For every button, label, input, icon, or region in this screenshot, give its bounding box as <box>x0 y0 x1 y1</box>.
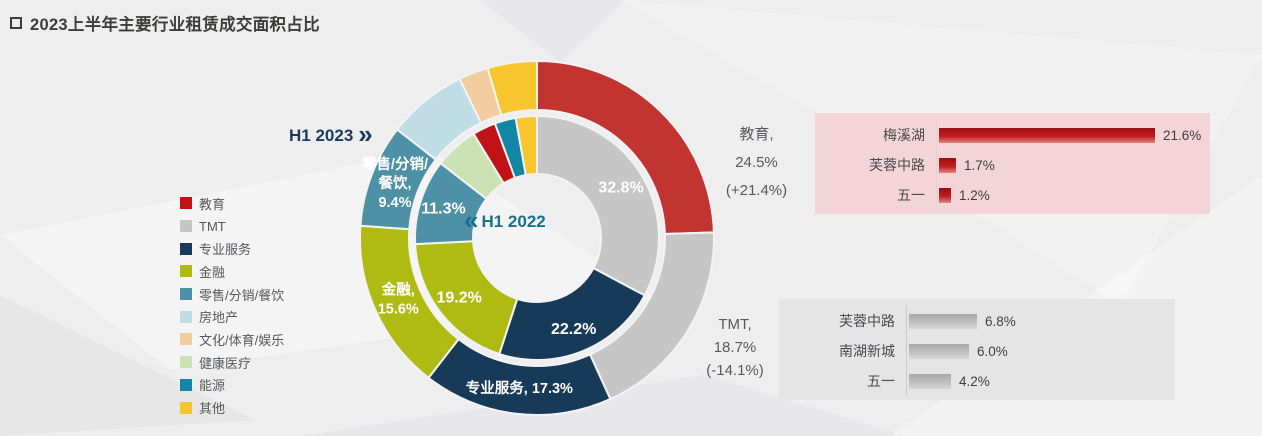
bar-row: 芙蓉中路 1.7% <box>815 150 1210 180</box>
legend-item: 其他 <box>180 396 284 419</box>
bar-value: 6.0% <box>977 343 1008 359</box>
legend-swatch <box>180 288 192 301</box>
bar-value: 6.8% <box>985 313 1016 329</box>
h1-2023-tag: H1 2023 » <box>289 119 373 149</box>
legend-item: 教育 <box>180 192 284 215</box>
bar-category-label: 芙蓉中路 <box>869 157 925 173</box>
bar <box>939 157 956 173</box>
donut-slice-H12022-专业服务 <box>498 266 646 361</box>
bar <box>909 343 969 359</box>
legend-label: 零售/分销/餐饮 <box>199 287 285 303</box>
slice-label-金融: 金融, 15.6% <box>378 281 419 318</box>
bar-track: 6.8% <box>906 306 1175 336</box>
legend-swatch <box>180 378 192 391</box>
legend-item: 房地产 <box>180 305 284 328</box>
bar-row: 五一 1.2% <box>815 180 1210 210</box>
bar-category-label: 芙蓉中路 <box>839 313 895 329</box>
legend-label: 金融 <box>199 264 226 280</box>
title-square-icon <box>10 17 22 29</box>
legend-label: 教育 <box>199 196 226 212</box>
legend-swatch <box>180 333 192 346</box>
legend-swatch <box>180 265 192 278</box>
legend-label: 房地产 <box>199 310 239 326</box>
donut-chart: 专业服务, 17.3% 金融, 15.6% 零售/分销/餐饮, 9.4% 32.8% 22.… <box>359 59 715 416</box>
bar-category-label: 梅溪湖 <box>883 127 925 143</box>
callout-line: 教育, <box>739 126 774 143</box>
education-submarket-panel: 梅溪湖 21.6% 芙蓉中路 1.7% 五一 1.2% <box>815 113 1210 214</box>
bar-track: 4.2% <box>906 366 1175 396</box>
legend-label: TMT <box>199 218 226 234</box>
callout-line: 18.7% <box>713 339 757 356</box>
bar-category-label: 五一 <box>897 187 925 203</box>
legend-item: 专业服务 <box>180 237 284 260</box>
legend-swatch <box>180 197 192 210</box>
bar-category-label: 五一 <box>867 373 895 389</box>
bar-track: 1.7% <box>936 150 1210 180</box>
legend: 教育 TMT 专业服务金融零售/分销/餐饮 房地产文化/体育/娱乐 健康医疗能源其他 <box>180 192 284 419</box>
tmt-submarket-panel: 芙蓉中路 6.8% 南湖新城 6.0% 五一 4.2% <box>779 299 1175 400</box>
donut-slice-H12022-其他 <box>514 114 538 177</box>
h1-2023-label: H1 2023 <box>289 126 354 145</box>
bar <box>909 373 951 389</box>
slice-label-零售/分销/餐饮: 11.3% <box>421 200 465 217</box>
h1-2022-tag: « H1 2022 <box>464 205 546 235</box>
legend-item: 金融 <box>180 260 284 283</box>
bar-track: 6.0% <box>906 336 1175 366</box>
legend-swatch <box>180 220 192 233</box>
donut-slice-H12023-其他 <box>486 59 538 117</box>
bar-value: 1.7% <box>964 157 995 173</box>
legend-item: 健康医疗 <box>180 351 284 374</box>
legend-swatch <box>180 401 192 414</box>
h1-2022-label: H1 2022 <box>481 212 546 231</box>
callout-line: (-14.1%) <box>706 362 764 379</box>
bar-value: 21.6% <box>1163 127 1202 143</box>
callout-line: TMT, <box>718 316 752 333</box>
slice-label-金融: 19.2% <box>437 289 482 306</box>
legend-item: 能源 <box>180 374 284 397</box>
page-title: 2023上半年主要行业租赁成交面积占比 <box>30 16 320 34</box>
slice-label-专业服务: 22.2% <box>551 320 596 337</box>
legend-label: 能源 <box>199 378 226 394</box>
bar-value: 1.2% <box>959 187 990 203</box>
bar <box>939 127 1155 143</box>
double-chevron-right-icon: » <box>358 119 373 149</box>
bar-row: 南湖新城 6.0% <box>779 336 1175 366</box>
slice-label-零售/分销/餐饮: 零售/分销/餐饮, 9.4% <box>361 155 428 211</box>
legend-item: TMT <box>180 215 284 238</box>
bar-row: 芙蓉中路 6.8% <box>779 306 1175 336</box>
bar-track: 1.2% <box>936 180 1210 210</box>
legend-swatch <box>180 310 192 323</box>
bar-row: 五一 4.2% <box>779 366 1175 396</box>
bar-track: 21.6% <box>936 120 1210 150</box>
bar <box>939 187 951 203</box>
slice-label-TMT: 32.8% <box>598 179 643 196</box>
legend-label: 文化/体育/娱乐 <box>199 332 285 348</box>
legend-item: 文化/体育/娱乐 <box>180 328 284 351</box>
bar <box>909 313 977 329</box>
chart-title-bar: 2023上半年主要行业租赁成交面积占比 <box>10 11 320 35</box>
bar-row: 梅溪湖 21.6% <box>815 120 1210 150</box>
legend-item: 零售/分销/餐饮 <box>180 283 284 306</box>
double-chevron-left-icon: « <box>464 205 479 235</box>
legend-label: 专业服务 <box>199 242 252 258</box>
donut-slice-H12022-TMT <box>536 114 660 297</box>
slice-label-专业服务: 专业服务, 17.3% <box>466 379 573 397</box>
callout-education: 教育, 24.5% (+21.4%) <box>699 121 814 205</box>
bar-category-label: 南湖新城 <box>839 343 895 359</box>
callout-line: (+21.4%) <box>725 182 788 199</box>
bar-value: 4.2% <box>959 373 990 389</box>
legend-swatch <box>180 356 192 369</box>
callout-tmt: TMT, 18.7% (-14.1%) <box>684 313 786 382</box>
legend-swatch <box>180 242 192 255</box>
legend-label: 其他 <box>199 401 226 417</box>
callout-line: 24.5% <box>735 154 778 171</box>
legend-label: 健康医疗 <box>199 355 252 371</box>
